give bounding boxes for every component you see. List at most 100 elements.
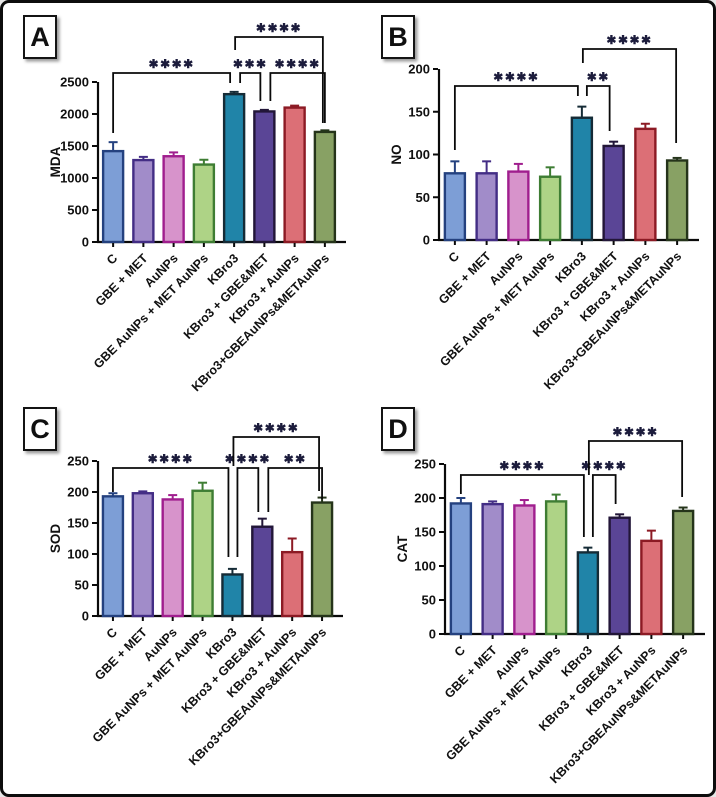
panel-d: 0 50 100 150 200 250 CAT C GBE + MET AuNPs GBE AuN… [361, 402, 713, 794]
panel-c: 0 50 100 150 200 250 SOD C GBE + MET AuNPs GBE AuN… [3, 402, 361, 794]
bar [513, 504, 536, 636]
bar [602, 144, 625, 242]
bar [475, 172, 498, 242]
category-label: C [104, 625, 120, 641]
y-tick-label: 50 [422, 593, 436, 608]
y-tick-label: 200 [414, 491, 436, 506]
y-tick-label: 100 [67, 547, 89, 562]
bar [443, 172, 467, 242]
significance-stars: ✱✱✱✱ [253, 421, 299, 435]
category-label: GBE AuNPs + MET AuNPs [90, 625, 210, 745]
bar [131, 492, 155, 618]
y-tick-label: 0 [429, 627, 436, 642]
significance-stars: ✱✱✱✱ [256, 21, 302, 35]
significance-bracket [587, 440, 684, 497]
significance-bracket [112, 72, 232, 133]
y-tick-label: 100 [414, 559, 436, 574]
y-tick-label: 1500 [60, 139, 89, 154]
bar [538, 175, 562, 242]
bar [634, 127, 657, 242]
significance-stars: ✱✱✱✱ [493, 70, 539, 84]
significance-stars: ✱✱✱ [233, 57, 268, 71]
significance-stars: ✱✱ [284, 452, 307, 466]
bar [161, 498, 184, 618]
bar [449, 502, 473, 636]
bar [101, 495, 125, 618]
significance-stars: ✱✱✱✱ [149, 57, 195, 71]
y-tick-label: 200 [67, 485, 89, 500]
bar [253, 110, 276, 244]
y-tick-label: 150 [67, 516, 89, 531]
bar [101, 149, 125, 244]
bar [283, 106, 306, 244]
panel-b: 0 50 100 150 200 NO C GBE + MET AuNPs GBE AuNPs +… [361, 3, 713, 401]
bar [251, 525, 274, 618]
significance-bracket [591, 474, 617, 537]
significance-bracket [236, 467, 260, 557]
bar [280, 550, 304, 618]
significance-stars: ✱✱✱✱ [606, 33, 652, 47]
y-tick-label: 500 [67, 203, 89, 218]
category-label: GBE + MET [442, 643, 500, 701]
bar [310, 501, 334, 618]
y-axis-label: CAT [395, 535, 410, 562]
panel-label-b: B [381, 15, 415, 59]
y-axis-label: MDA [48, 146, 63, 177]
bar [570, 116, 594, 242]
panel-a: 0 500 1000 1500 2000 2500 MDA C GBE + MET AuNPs GB… [3, 3, 361, 401]
y-tick-label: 0 [423, 233, 430, 248]
category-label: GBE AuNPs + MET AuNPs [91, 251, 211, 371]
significance-bracket [112, 467, 230, 557]
y-tick-label: 50 [75, 578, 89, 593]
bar [544, 500, 568, 636]
bar [608, 516, 631, 636]
bar [222, 92, 246, 244]
y-axis-label: NO [389, 144, 404, 164]
bar [481, 502, 504, 636]
significance-stars: ✱✱✱✱ [275, 57, 321, 71]
bar [192, 163, 216, 244]
significance-stars: ✱✱✱✱ [148, 452, 194, 466]
bar [313, 130, 337, 244]
y-tick-label: 250 [414, 457, 436, 472]
bar [132, 158, 155, 244]
significance-bracket [581, 48, 678, 143]
significance-bracket [453, 85, 579, 150]
significance-bracket [269, 72, 326, 123]
bar [665, 159, 689, 242]
panel-label-d: D [381, 407, 415, 451]
y-tick-label: 100 [408, 147, 430, 162]
significance-bracket [234, 36, 324, 123]
y-tick-label: 200 [408, 62, 430, 77]
y-tick-label: 150 [414, 525, 436, 540]
significance-bracket [232, 436, 320, 491]
y-tick-label: 1000 [60, 171, 89, 186]
significance-stars: ✱✱ [587, 70, 610, 84]
bar [576, 551, 600, 636]
y-tick-label: 2000 [60, 107, 89, 122]
significance-stars: ✱✱✱✱ [581, 459, 627, 473]
bar [162, 155, 185, 244]
bar [221, 573, 244, 618]
y-tick-label: 0 [82, 609, 89, 624]
category-label: C [446, 249, 462, 265]
y-tick-label: 50 [416, 190, 430, 205]
y-tick-label: 150 [408, 104, 430, 119]
significance-stars: ✱✱✱✱ [225, 452, 271, 466]
panel-label-c: C [23, 407, 57, 451]
y-tick-label: 0 [82, 235, 89, 250]
category-label: GBE + MET [436, 249, 494, 307]
significance-bracket [585, 85, 611, 131]
bar [507, 170, 530, 242]
bar [671, 509, 695, 636]
bar [640, 539, 663, 636]
y-tick-label: 2500 [60, 75, 89, 90]
significance-stars: ✱✱✱✱ [499, 459, 545, 473]
significance-bracket [459, 474, 585, 537]
y-tick-label: 250 [67, 454, 89, 469]
